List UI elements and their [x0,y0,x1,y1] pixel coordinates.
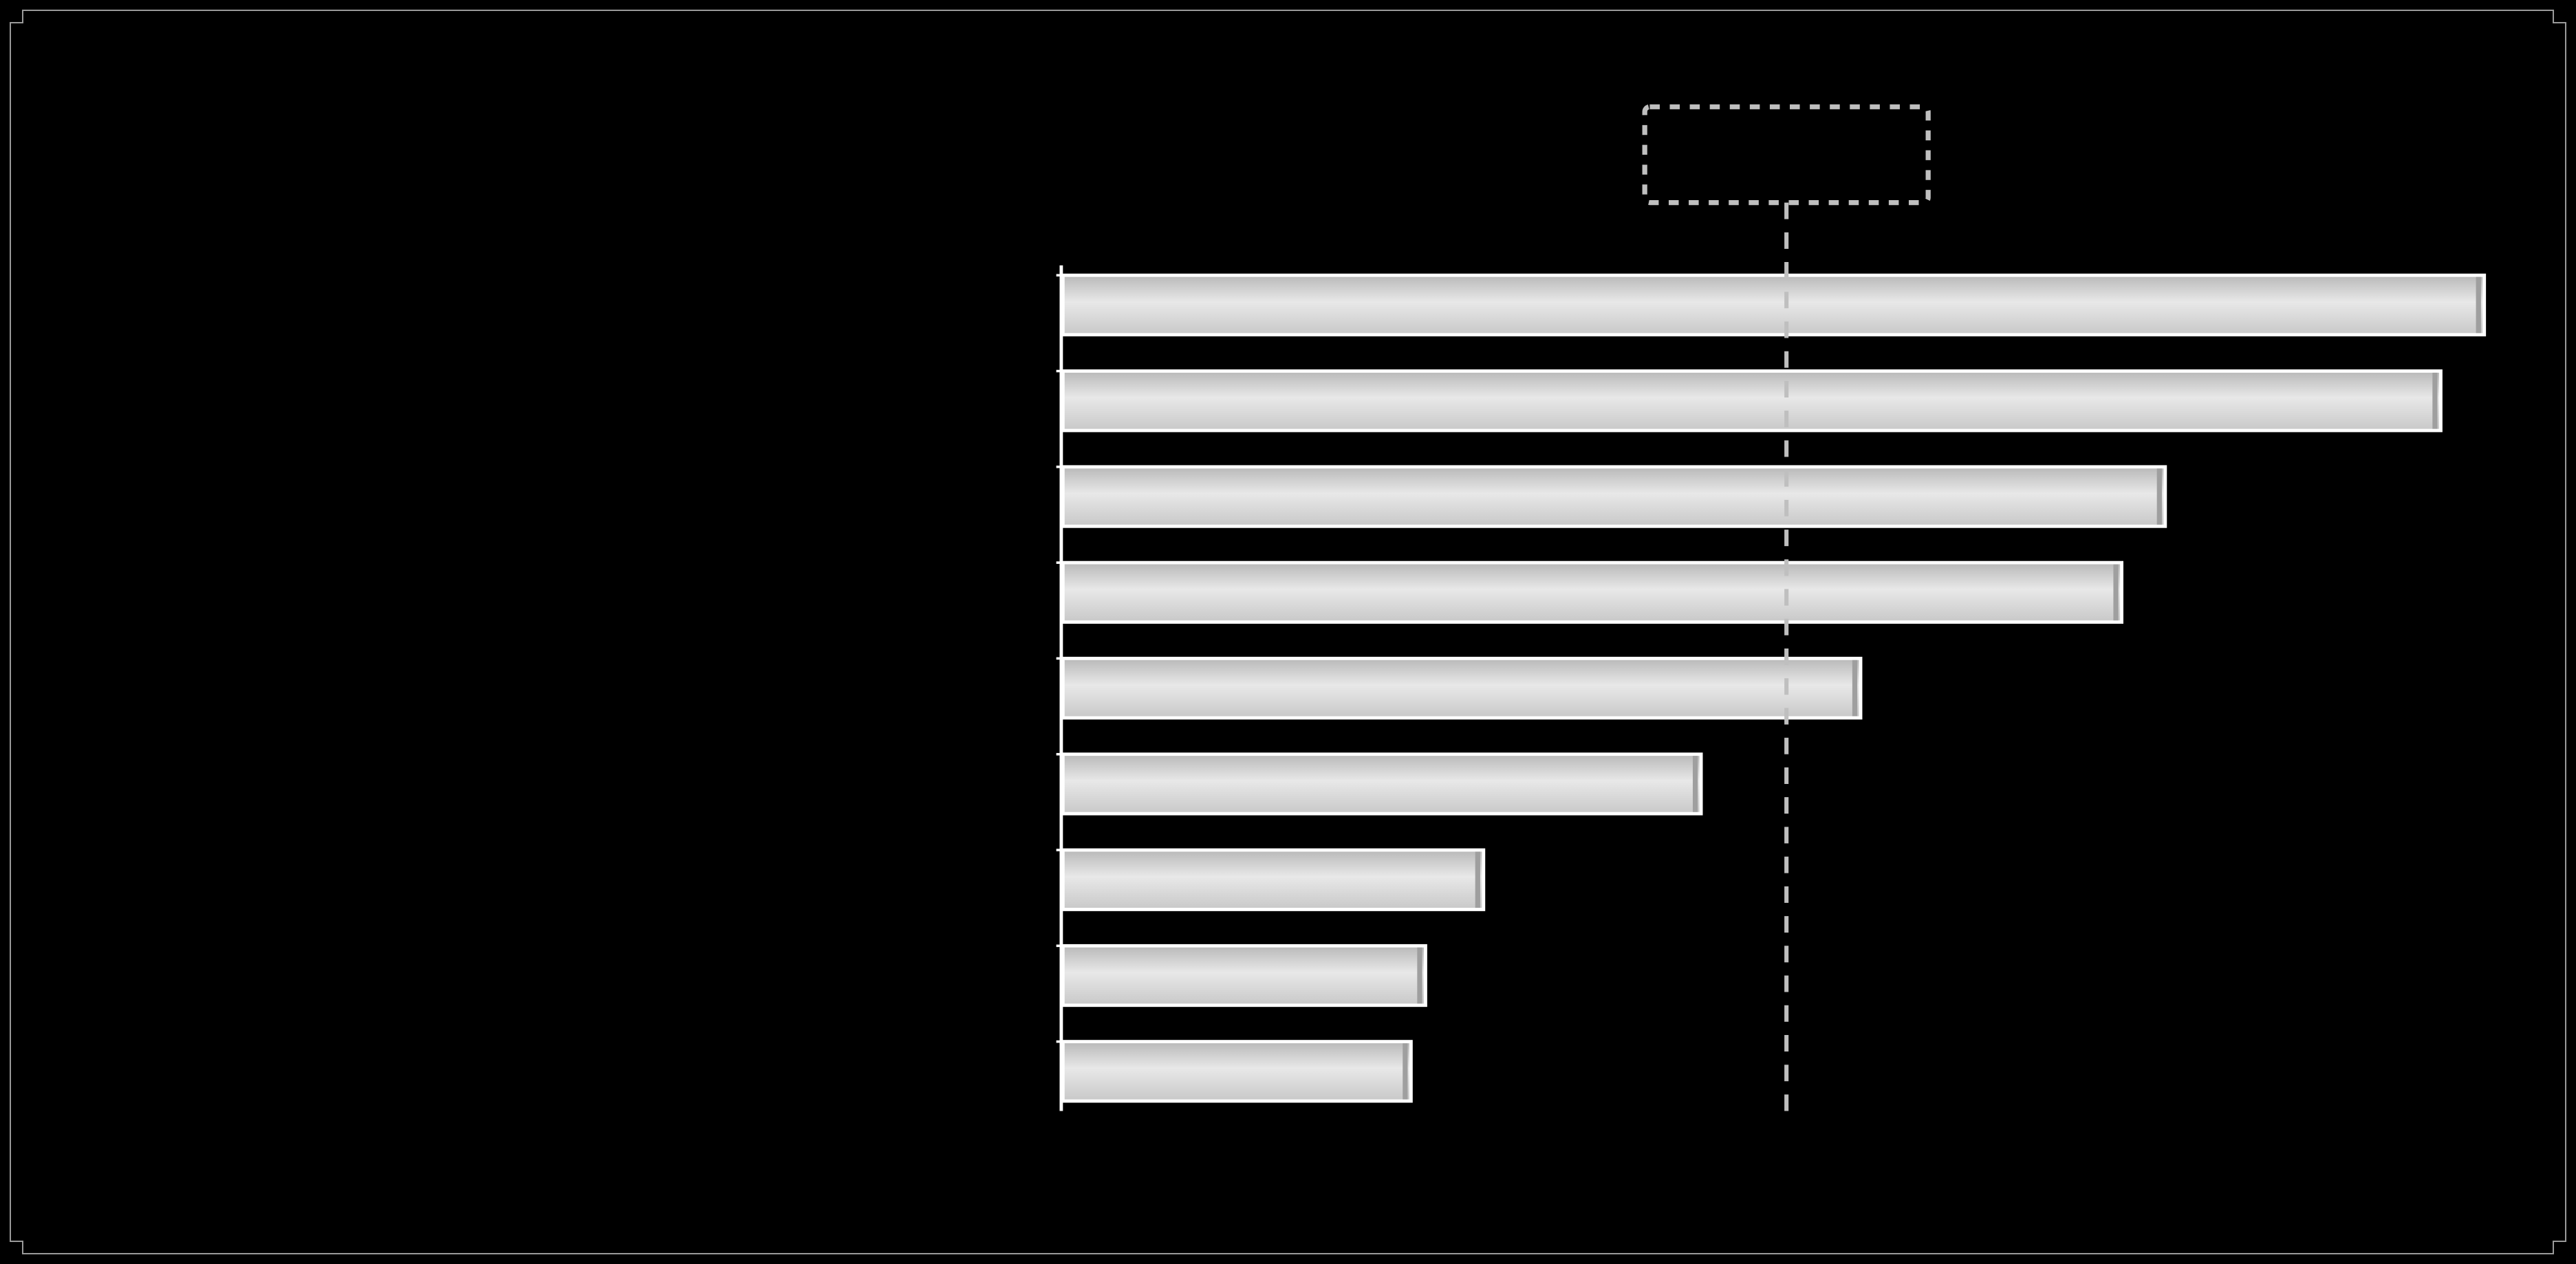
bar-end-bevel [2113,565,2118,621]
bar-end-bevel [1852,660,1857,717]
bar [1063,658,1861,717]
chart-area [11,11,2565,1253]
bar [1063,946,1425,1005]
chart-frame [10,10,2566,1254]
bar-end-bevel [2157,468,2162,525]
bar [1063,1042,1411,1101]
bar-end-bevel [1693,756,1698,812]
bar-chart [11,11,2565,1253]
bar [1063,275,2484,334]
bar-end-bevel [1403,1043,1407,1100]
bar [1063,467,2165,526]
target-box [1645,107,1928,202]
bar-end-bevel [2432,373,2437,429]
bar [1063,754,1701,814]
bar [1063,563,2121,622]
bar-end-bevel [1417,948,1422,1004]
bar-end-bevel [1475,851,1480,908]
bar [1063,850,1483,909]
bar-end-bevel [2476,277,2481,334]
bar [1063,371,2440,431]
